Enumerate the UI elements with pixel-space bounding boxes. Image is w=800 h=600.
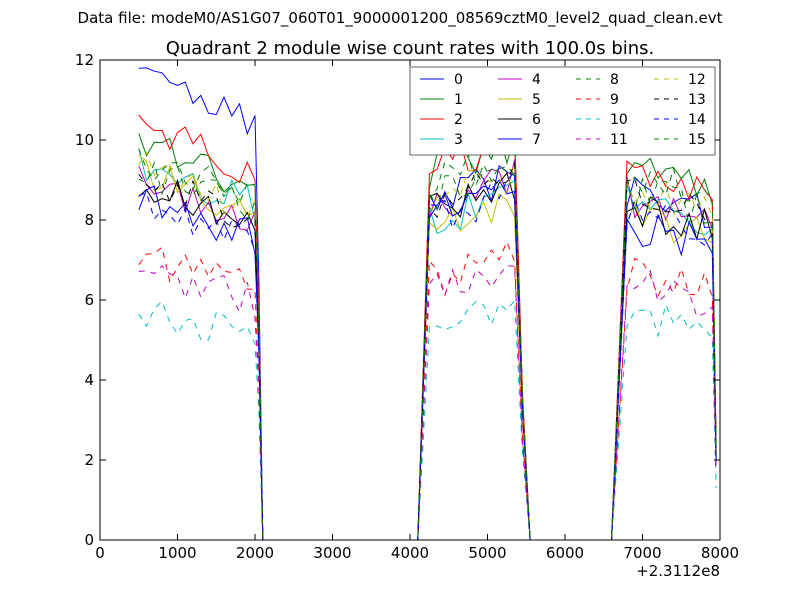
legend-item-14: 14: [654, 112, 706, 128]
x-axis-ticks: 0 1000 2000 3000 4000 5000 6000 7000 8000: [95, 60, 739, 562]
legend-item-7: 7: [498, 132, 541, 148]
x-offset-label: +2.3112e8: [636, 562, 720, 580]
x-tick-label: 6000: [546, 544, 584, 562]
series-line-10: [138, 299, 717, 541]
legend-item-2: 2: [420, 112, 463, 128]
legend-label: 10: [610, 112, 628, 128]
y-tick-label: 10: [75, 131, 94, 149]
y-tick-label: 4: [84, 371, 94, 389]
chart-title: Quadrant 2 module wise count rates with …: [166, 38, 655, 59]
series-line-9: [138, 240, 717, 541]
legend-item-9: 9: [576, 92, 619, 108]
series-line-11: [138, 265, 717, 541]
legend-item-15: 15: [654, 132, 706, 148]
legend-label: 15: [688, 132, 706, 148]
legend-item-12: 12: [654, 72, 706, 88]
y-tick-label: 2: [84, 451, 94, 469]
legend-label: 13: [688, 92, 706, 108]
legend-item-0: 0: [420, 72, 463, 88]
legend-label: 7: [532, 132, 541, 148]
legend-item-4: 4: [498, 72, 541, 88]
data-file-suptitle: Data file: modeM0/AS1G07_060T01_90000012…: [78, 9, 723, 28]
legend-item-10: 10: [576, 112, 628, 128]
legend-item-8: 8: [576, 72, 619, 88]
x-tick-label: 1000: [158, 544, 196, 562]
series-line-15: [138, 148, 717, 541]
series-line-7: [138, 179, 717, 541]
x-tick-label: 0: [95, 544, 105, 562]
legend-item-13: 13: [654, 92, 706, 108]
legend-item-3: 3: [420, 132, 463, 148]
series-line-6: [138, 171, 717, 541]
legend-label: 9: [610, 92, 619, 108]
x-tick-label: 4000: [391, 544, 429, 562]
legend-label: 6: [532, 112, 541, 128]
legend-label: 11: [610, 132, 628, 148]
y-tick-label: 6: [84, 291, 94, 309]
x-tick-label: 8000: [701, 544, 739, 562]
legend-label: 8: [610, 72, 619, 88]
x-tick-label: 2000: [236, 544, 274, 562]
legend-label: 2: [454, 112, 463, 128]
series-line-8: [138, 161, 717, 541]
x-tick-label: 7000: [623, 544, 661, 562]
legend-label: 12: [688, 72, 706, 88]
series-line-14: [138, 171, 717, 541]
legend-item-5: 5: [498, 92, 541, 108]
legend-item-1: 1: [420, 92, 463, 108]
y-tick-label: 0: [84, 531, 94, 549]
x-tick-label: 3000: [313, 544, 351, 562]
legend-label: 3: [454, 132, 463, 148]
legend-box: [409, 66, 716, 156]
legend-item-11: 11: [576, 132, 628, 148]
x-tick-label: 5000: [468, 544, 506, 562]
legend-label: 0: [454, 72, 463, 88]
y-tick-label: 12: [75, 51, 94, 69]
series-line-13: [138, 163, 717, 541]
plot-lines: [138, 67, 717, 541]
legend-label: 14: [688, 112, 706, 128]
legend-item-6: 6: [498, 112, 541, 128]
legend-label: 5: [532, 92, 541, 108]
series-line-0: [138, 67, 717, 541]
y-tick-label: 8: [84, 211, 94, 229]
legend-label: 1: [454, 92, 463, 108]
plot-frame: [99, 59, 721, 541]
legend-label: 4: [532, 72, 541, 88]
